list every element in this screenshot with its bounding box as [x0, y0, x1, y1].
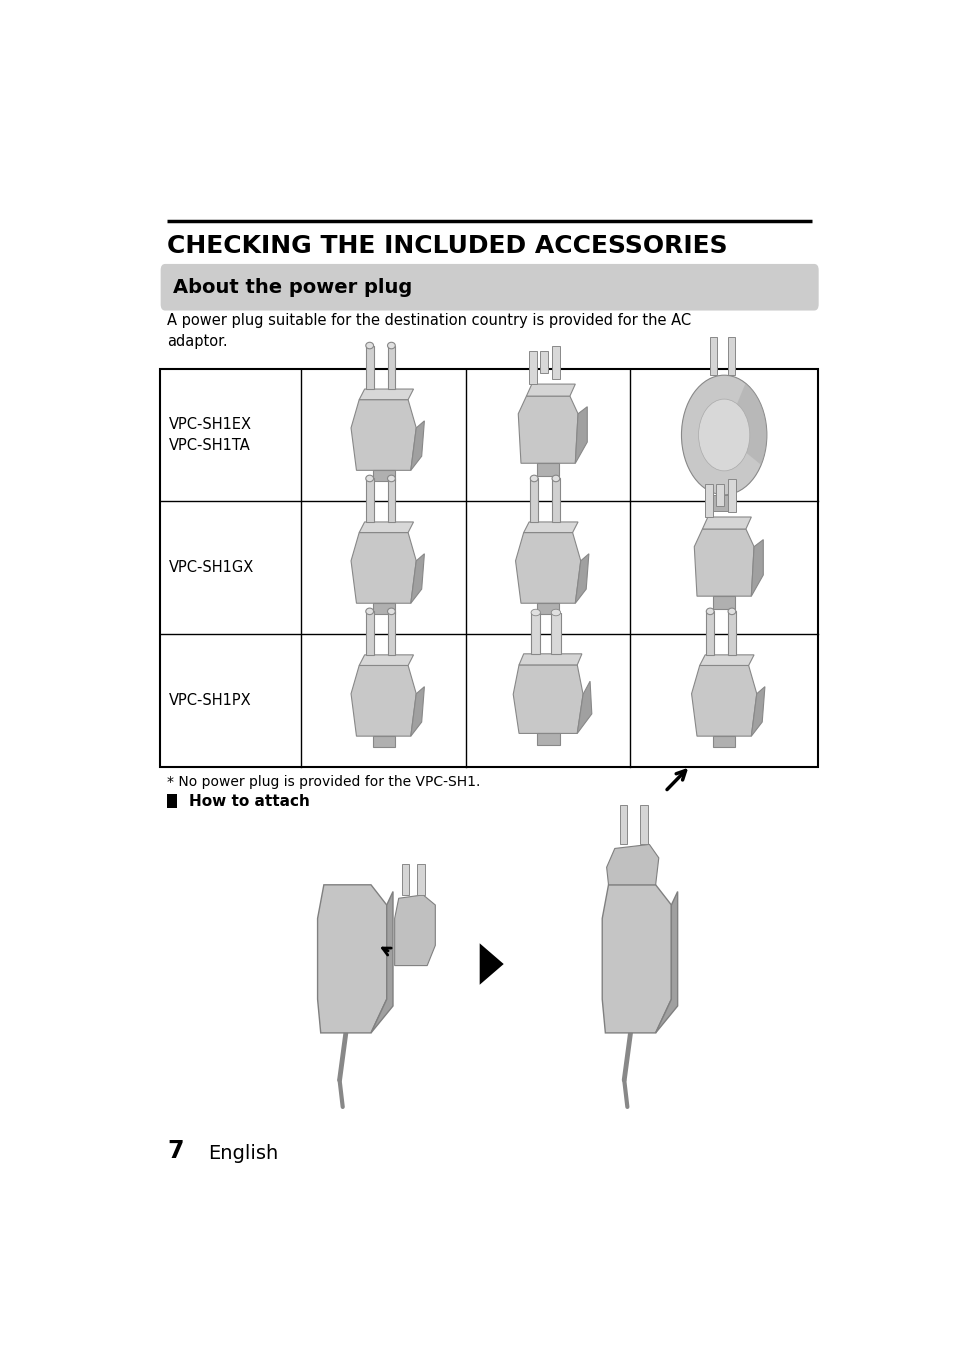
Polygon shape: [655, 892, 677, 1033]
Text: A power plug suitable for the destination country is provided for the AC
adaptor: A power plug suitable for the destinatio…: [167, 312, 691, 348]
Bar: [639, 806, 647, 845]
Bar: [728, 338, 735, 375]
Bar: [365, 612, 374, 655]
Text: About the power plug: About the power plug: [173, 277, 412, 297]
Polygon shape: [751, 539, 762, 596]
Text: 7: 7: [167, 1139, 184, 1163]
Polygon shape: [523, 522, 578, 533]
Bar: [727, 479, 735, 511]
Polygon shape: [479, 943, 503, 985]
Polygon shape: [513, 664, 582, 733]
Bar: [537, 604, 558, 613]
Polygon shape: [751, 687, 764, 736]
Bar: [365, 479, 374, 522]
Polygon shape: [601, 885, 671, 1033]
Bar: [416, 863, 424, 894]
Text: How to attach: How to attach: [190, 794, 310, 808]
Polygon shape: [351, 533, 416, 604]
Polygon shape: [351, 666, 416, 736]
Ellipse shape: [387, 608, 395, 615]
Ellipse shape: [387, 342, 395, 348]
Bar: [387, 346, 395, 389]
Bar: [528, 351, 536, 385]
Polygon shape: [411, 554, 424, 604]
Polygon shape: [359, 522, 413, 533]
Ellipse shape: [531, 609, 539, 616]
Bar: [530, 479, 537, 522]
Text: English: English: [208, 1143, 278, 1163]
Bar: [713, 596, 734, 609]
Bar: [167, 794, 176, 808]
Polygon shape: [575, 554, 588, 604]
Polygon shape: [691, 666, 756, 736]
Ellipse shape: [551, 609, 560, 616]
Bar: [552, 479, 559, 522]
Bar: [401, 863, 409, 894]
Circle shape: [680, 375, 766, 495]
Bar: [552, 346, 559, 379]
Bar: [531, 612, 539, 654]
Bar: [705, 612, 714, 655]
Text: CHECKING THE INCLUDED ACCESSORIES: CHECKING THE INCLUDED ACCESSORIES: [167, 234, 727, 258]
Bar: [387, 479, 395, 522]
Bar: [373, 604, 395, 613]
FancyBboxPatch shape: [160, 264, 818, 311]
Ellipse shape: [365, 475, 374, 482]
Bar: [373, 471, 395, 482]
Bar: [716, 484, 723, 506]
Polygon shape: [699, 655, 753, 666]
Bar: [160, 369, 817, 767]
Ellipse shape: [705, 608, 714, 615]
Ellipse shape: [552, 475, 559, 482]
Bar: [704, 484, 712, 516]
Bar: [709, 338, 716, 375]
Polygon shape: [577, 681, 591, 733]
Bar: [551, 612, 560, 654]
Polygon shape: [411, 687, 424, 736]
Bar: [537, 463, 558, 476]
Ellipse shape: [365, 608, 374, 615]
Polygon shape: [371, 892, 393, 1033]
Polygon shape: [518, 654, 581, 664]
Polygon shape: [606, 845, 659, 885]
Text: VPC-SH1PX: VPC-SH1PX: [169, 693, 252, 709]
Bar: [536, 733, 559, 745]
Polygon shape: [317, 885, 386, 1033]
Polygon shape: [515, 533, 580, 604]
Bar: [713, 736, 734, 746]
Bar: [387, 612, 395, 655]
Polygon shape: [411, 421, 424, 471]
Polygon shape: [575, 406, 587, 463]
Ellipse shape: [530, 475, 537, 482]
Bar: [727, 612, 735, 655]
Text: VPC-SH1EX
VPC-SH1TA: VPC-SH1EX VPC-SH1TA: [169, 417, 252, 453]
Ellipse shape: [387, 475, 395, 482]
Polygon shape: [694, 529, 753, 596]
Ellipse shape: [365, 342, 374, 348]
Polygon shape: [701, 516, 751, 529]
Polygon shape: [359, 655, 413, 666]
Circle shape: [698, 399, 749, 471]
Text: * No power plug is provided for the VPC-SH1.: * No power plug is provided for the VPC-…: [167, 775, 480, 788]
Polygon shape: [359, 389, 413, 399]
Bar: [539, 351, 548, 373]
Bar: [712, 495, 735, 511]
Ellipse shape: [727, 608, 735, 615]
Bar: [373, 736, 395, 746]
Bar: [365, 346, 374, 389]
Polygon shape: [351, 399, 416, 471]
Polygon shape: [395, 894, 435, 966]
Polygon shape: [517, 397, 578, 463]
Bar: [619, 806, 626, 845]
Text: VPC-SH1GX: VPC-SH1GX: [169, 561, 253, 576]
Polygon shape: [526, 385, 575, 397]
Wedge shape: [723, 383, 766, 465]
